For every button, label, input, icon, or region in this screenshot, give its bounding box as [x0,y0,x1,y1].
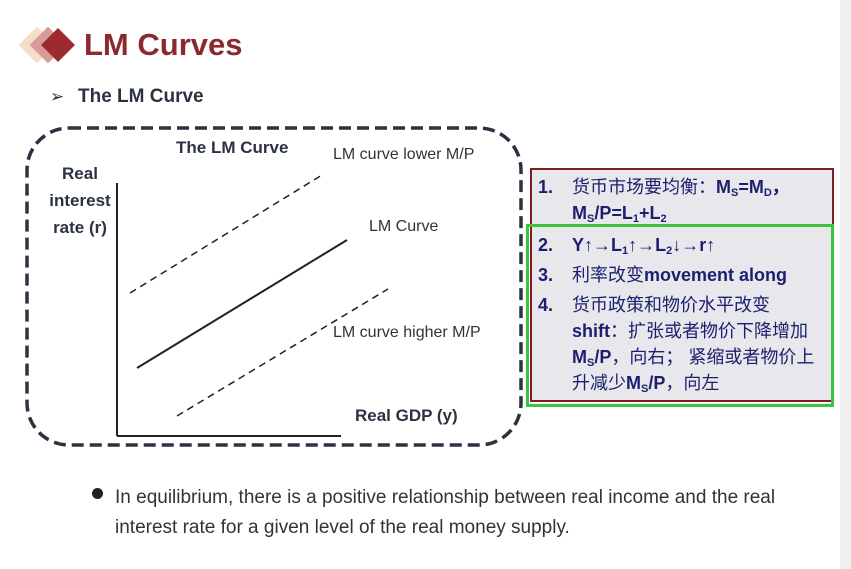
note-item-4: 4. 货币政策和物价水平改变 shift：扩张或者物价下降增加MS/P，向右； 紧… [538,292,830,396]
y-label-line: rate (r) [53,218,107,237]
diagram-frame [25,126,523,447]
note-item-1: 1. 货币市场要均衡：MS=MD， MS/P=L1+L2 [538,174,830,226]
note-item-2: 2. Y↑→L1↑→L2↓→r↑ [538,232,830,258]
notes-list: 1. 货币市场要均衡：MS=MD， MS/P=L1+L2 2. Y↑→L1↑→L2↓→… [538,174,830,396]
y-label-line: Real [62,164,98,183]
lm-curve-lower [129,174,323,294]
note-number: 4. [538,295,554,315]
y-label-line: interest [49,191,111,210]
note-text: 货币市场要均衡：MS=MD， MS/P=L1+L2 [572,177,790,225]
x-axis-label: Real GDP (y) [355,406,458,425]
note-number: 3. [538,265,554,285]
note-text: 利率改变movement along [572,265,788,285]
slide-title: LM Curves [84,27,243,62]
notes-highlight [526,224,834,407]
edge-bar [840,0,851,569]
y-axis-label: Real interest rate (r) [40,160,120,241]
diamond-logo-icon [18,26,75,64]
bullet-text: In equilibrium, there is a positive rela… [92,483,812,543]
bullet-text-content: In equilibrium, there is a positive rela… [115,487,776,538]
lm-curve-main [136,239,348,369]
bullet-dot-icon [92,488,103,499]
lm-diagram [25,126,523,447]
note-item-3: 3. 利率改变movement along [538,262,830,288]
note-number: 1. [538,177,554,197]
label-lm-higher: LM curve higher M/P [333,324,481,341]
slide-subtitle: The LM Curve [78,86,204,107]
diagram-title: The LM Curve [176,138,289,157]
note-text: Y↑→L1↑→L2↓→r↑ [572,235,716,257]
label-lm-main: LM Curve [369,218,439,235]
note-number: 2. [538,235,554,255]
note-text: 货币政策和物价水平改变 shift：扩张或者物价下降增加MS/P，向右； 紧缩或… [572,295,815,395]
lm-curve-higher [176,288,389,417]
arrow-bullet-icon: ➢ [50,87,65,106]
label-lm-lower: LM curve lower M/P [333,146,475,163]
